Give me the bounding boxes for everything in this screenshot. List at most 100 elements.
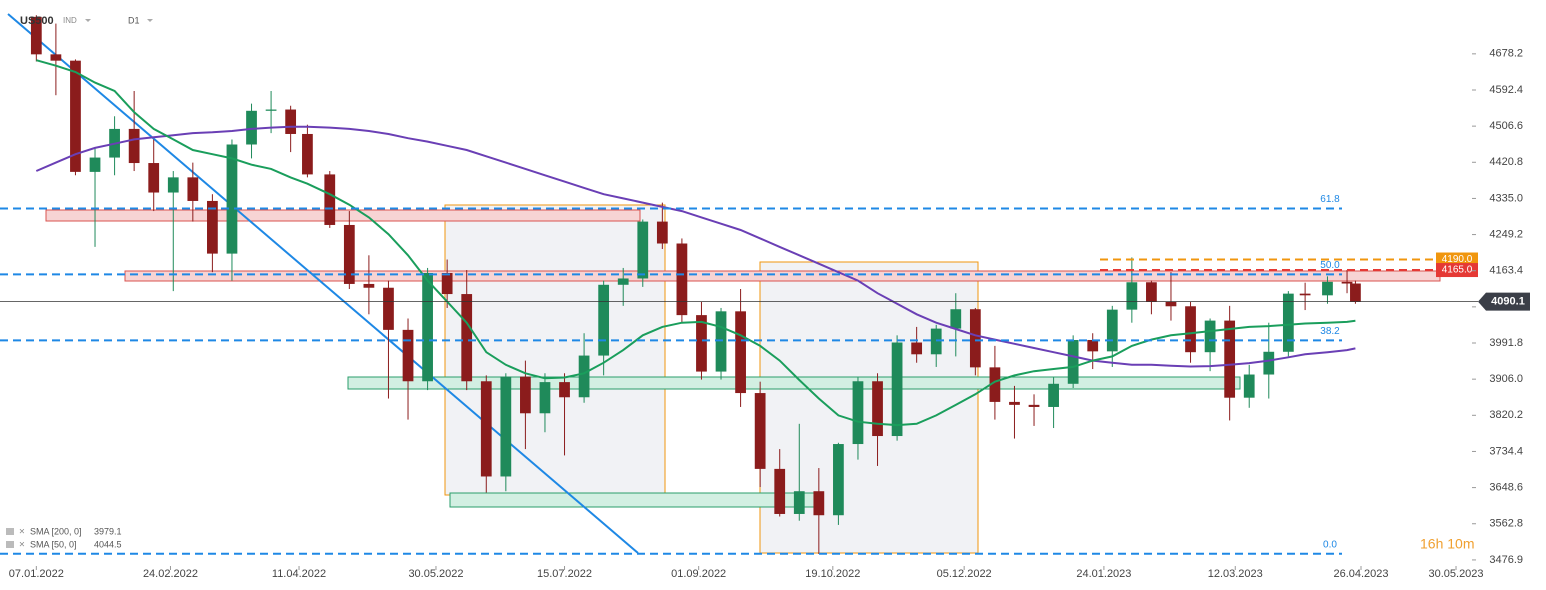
sma-line bbox=[36, 59, 1356, 427]
candle-body bbox=[813, 491, 825, 516]
candle-body bbox=[911, 342, 923, 355]
candle-body bbox=[1243, 374, 1255, 398]
y-tick-label: 3820.2 bbox=[1489, 409, 1523, 421]
candle-body bbox=[1165, 301, 1177, 307]
candle-body bbox=[1126, 282, 1138, 310]
candle-body bbox=[148, 163, 160, 193]
price-tag-label: 4190.0 bbox=[1442, 254, 1473, 265]
y-tick-label: 3648.6 bbox=[1489, 482, 1523, 494]
candle-body bbox=[1224, 320, 1236, 398]
candle-body bbox=[1299, 293, 1311, 296]
x-tick-label: 24.02.2022 bbox=[143, 568, 198, 580]
candle-body bbox=[1087, 339, 1099, 352]
last-price-tag bbox=[1478, 292, 1530, 311]
candle-body bbox=[1350, 283, 1361, 302]
candle-body bbox=[872, 381, 883, 437]
candle-body bbox=[500, 376, 512, 477]
support-zone bbox=[347, 376, 1241, 390]
price-tag-label: 4165.0 bbox=[1442, 265, 1473, 276]
candle-body bbox=[167, 177, 179, 193]
candle-body bbox=[1009, 401, 1020, 405]
x-tick-label: 24.01.2023 bbox=[1076, 568, 1131, 580]
candle-body bbox=[402, 329, 414, 382]
candle-body bbox=[246, 110, 257, 145]
symbol: US500 bbox=[20, 15, 54, 27]
y-tick-label: 4249.2 bbox=[1489, 228, 1523, 240]
candle-body bbox=[833, 444, 844, 516]
candle-body bbox=[656, 221, 668, 244]
plot-area bbox=[30, 15, 1361, 554]
x-tick-label: 26.04.2023 bbox=[1333, 568, 1388, 580]
countdown: 16h 10m bbox=[1420, 536, 1474, 552]
y-tick-label: 4678.2 bbox=[1489, 48, 1523, 60]
legend-name: SMA [200, 0] bbox=[30, 526, 82, 536]
resistance-zone bbox=[45, 209, 641, 222]
candle-body bbox=[715, 311, 727, 372]
x-tick-label: 15.07.2022 bbox=[537, 568, 592, 580]
dropdown-icon[interactable] bbox=[147, 19, 153, 22]
price-tag bbox=[1436, 252, 1478, 267]
x-tick-label: 05.12.2022 bbox=[937, 568, 992, 580]
candle-body bbox=[207, 200, 218, 254]
candle-body bbox=[617, 278, 629, 285]
x-tick-label: 07.01.2022 bbox=[9, 568, 64, 580]
legend-value: 4044.5 bbox=[94, 539, 122, 549]
candle-body bbox=[598, 284, 610, 356]
x-tick-label: 12.03.2023 bbox=[1208, 568, 1263, 580]
legend-name: SMA [50, 0] bbox=[30, 539, 77, 549]
fib-label: 61.8 bbox=[1320, 194, 1340, 205]
candle-body bbox=[50, 54, 62, 61]
candle-body bbox=[1204, 320, 1216, 353]
y-tick-label: 4335.0 bbox=[1489, 192, 1523, 204]
candle-body bbox=[696, 315, 707, 372]
candle-body bbox=[1146, 282, 1157, 302]
fib-label: 0.0 bbox=[1323, 539, 1337, 550]
candle-body bbox=[1263, 351, 1275, 375]
candle-body bbox=[637, 221, 649, 279]
candle-body bbox=[1185, 306, 1196, 353]
legend-value: 3979.1 bbox=[94, 526, 122, 536]
candle-body bbox=[774, 468, 786, 514]
legend-close: × bbox=[19, 540, 25, 551]
candle-body bbox=[1282, 293, 1294, 352]
candle-body bbox=[754, 393, 766, 469]
candle-body bbox=[559, 382, 570, 398]
dropdown-icon[interactable] bbox=[85, 19, 91, 22]
candle-body bbox=[187, 177, 199, 201]
y-tick-label: 4163.4 bbox=[1489, 265, 1523, 277]
candle-body bbox=[1341, 281, 1353, 284]
timeframe[interactable]: D1 bbox=[128, 15, 140, 25]
x-tick-label: 01.09.2022 bbox=[671, 568, 726, 580]
candle-body bbox=[578, 355, 590, 398]
candle-body bbox=[128, 128, 140, 164]
candle-body bbox=[891, 342, 903, 437]
candle-body bbox=[950, 309, 962, 329]
candle-body bbox=[1322, 281, 1333, 296]
candle-body bbox=[520, 376, 531, 414]
y-tick-label: 3476.9 bbox=[1489, 554, 1523, 566]
candle-body bbox=[422, 272, 433, 382]
legend-icon bbox=[6, 528, 14, 535]
candle-body bbox=[30, 16, 42, 55]
y-tick-label: 3991.8 bbox=[1489, 337, 1523, 349]
legend-close: × bbox=[19, 527, 25, 538]
sma-line bbox=[35, 125, 1356, 368]
y-tick-label: 4506.6 bbox=[1489, 120, 1523, 132]
support-zone bbox=[449, 492, 819, 508]
resistance-zone bbox=[124, 270, 1441, 282]
candle-body bbox=[363, 283, 375, 288]
x-tick-label: 30.05.2022 bbox=[408, 568, 463, 580]
candle-body bbox=[343, 224, 355, 284]
candle-body bbox=[1106, 309, 1118, 352]
candle-body bbox=[441, 272, 453, 295]
last-price-label: 4090.1 bbox=[1491, 296, 1525, 308]
x-tick-label: 11.04.2022 bbox=[272, 568, 326, 580]
range-box bbox=[444, 204, 666, 496]
candle-body bbox=[89, 157, 101, 172]
y-tick-label: 4420.8 bbox=[1489, 156, 1523, 168]
y-tick-label: 3734.4 bbox=[1489, 445, 1523, 457]
range-box bbox=[759, 261, 979, 554]
candle-body bbox=[1048, 383, 1059, 407]
candle-body bbox=[735, 311, 746, 394]
